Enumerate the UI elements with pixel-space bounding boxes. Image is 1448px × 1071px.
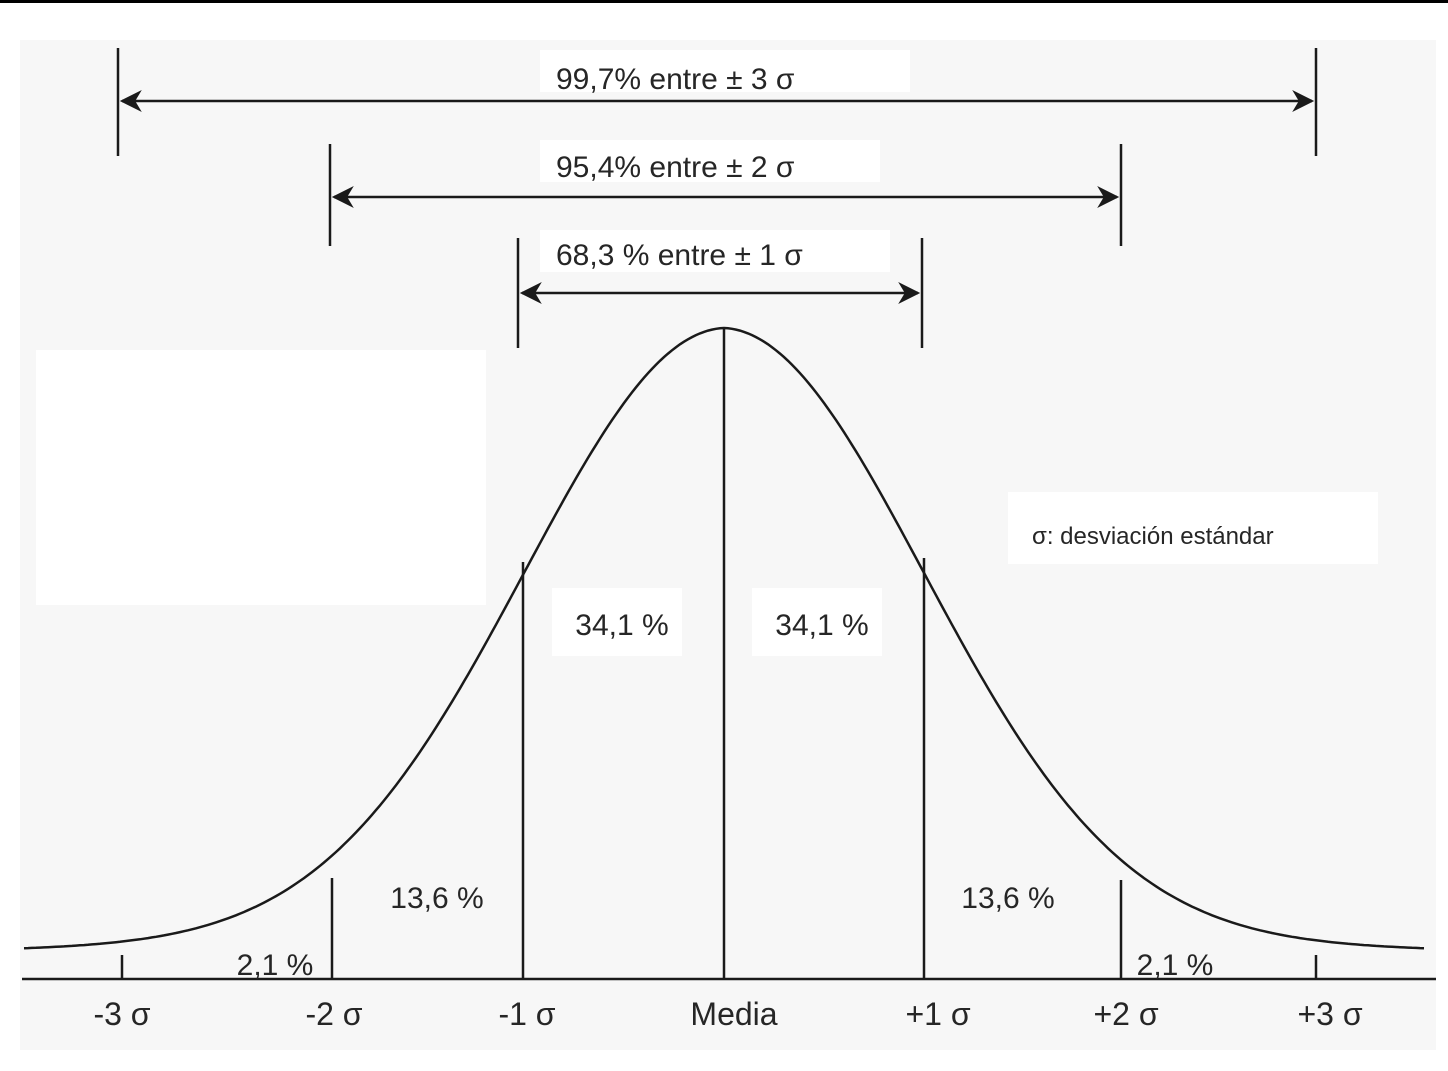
seg-4-label-bg — [752, 588, 882, 656]
sigma-definition-note: σ: desviación estándar — [1032, 523, 1274, 550]
segment-label-plus2-plus3: 2,1 % — [1137, 949, 1214, 982]
range-2-label: 95,4% entre ± 2 σ — [556, 151, 795, 184]
axis-label-minus-3-sigma: -3 σ — [93, 996, 150, 1032]
segment-label-minus2-minus1: 13,6 % — [390, 882, 483, 915]
axis-label-minus-1-sigma: -1 σ — [498, 996, 555, 1032]
axis-label-plus-3-sigma: +3 σ — [1297, 996, 1362, 1032]
segment-label-plus1-plus2: 13,6 % — [961, 882, 1054, 915]
range-3-label: 99,7% entre ± 3 σ — [556, 63, 795, 96]
segment-label-minus1-mean: 34,1 % — [575, 609, 668, 642]
note-panel — [1008, 492, 1378, 564]
range-3-sigma: 99,7% entre ± 3 σ — [116, 48, 1318, 156]
range-1-sigma: 68,3 % entre ± 1 σ — [516, 230, 924, 348]
axis-label-mean: Media — [690, 996, 777, 1032]
range-2-label-bg — [540, 140, 880, 182]
blank-panel — [36, 350, 486, 605]
seg-3-label-bg — [552, 588, 682, 656]
segment-label-minus3-minus2: 2,1 % — [237, 949, 314, 982]
axis-label-minus-2-sigma: -2 σ — [305, 996, 362, 1032]
range-2-sigma: 95,4% entre ± 2 σ — [328, 140, 1123, 246]
axis-label-plus-1-sigma: +1 σ — [905, 996, 970, 1032]
segment-label-mean-plus1: 34,1 % — [775, 609, 868, 642]
x-axis-labels: -3 σ -2 σ -1 σ Media +1 σ +2 σ +3 σ — [93, 996, 1362, 1032]
range-1-label-bg — [540, 230, 890, 272]
bell-curve — [23, 326, 1425, 950]
axis-label-plus-2-sigma: +2 σ — [1093, 996, 1158, 1032]
sigma-dividers — [120, 328, 1318, 979]
range-3-label-bg — [540, 50, 910, 92]
range-1-label: 68,3 % entre ± 1 σ — [556, 239, 803, 272]
